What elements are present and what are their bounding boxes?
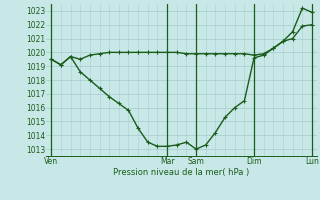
X-axis label: Pression niveau de la mer( hPa ): Pression niveau de la mer( hPa ) (114, 168, 250, 177)
